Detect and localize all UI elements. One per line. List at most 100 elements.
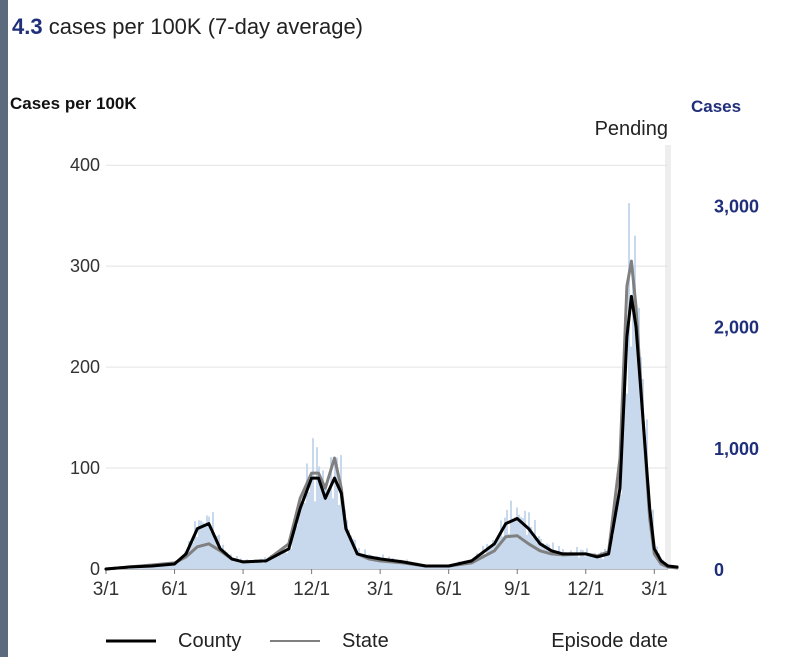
daily-bar xyxy=(466,562,468,569)
daily-bar xyxy=(622,410,624,569)
daily-bar xyxy=(612,536,614,569)
daily-bar xyxy=(164,563,166,569)
daily-bar xyxy=(562,549,564,569)
daily-bar xyxy=(294,520,296,569)
daily-bar xyxy=(370,555,372,569)
daily-bar xyxy=(492,540,494,569)
daily-bar xyxy=(574,554,576,569)
daily-bar xyxy=(580,549,582,569)
daily-bar xyxy=(218,534,220,569)
daily-bar xyxy=(320,484,322,569)
daily-bar xyxy=(372,556,374,569)
daily-bar xyxy=(614,515,616,569)
daily-bar xyxy=(326,489,328,569)
daily-bar xyxy=(596,556,598,569)
daily-bar xyxy=(414,564,416,569)
y-tick-left: 0 xyxy=(90,559,100,579)
daily-bar xyxy=(270,555,272,569)
daily-bar xyxy=(178,560,180,569)
daily-bar xyxy=(180,558,182,569)
y-tick-right: 2,000 xyxy=(714,318,759,338)
daily-bar xyxy=(616,504,618,569)
daily-bar xyxy=(350,535,352,569)
daily-bar xyxy=(486,543,488,569)
daily-bar xyxy=(426,566,428,569)
daily-bar xyxy=(290,548,292,569)
daily-bar xyxy=(568,552,570,569)
daily-bar xyxy=(236,556,238,569)
daily-bar xyxy=(518,514,520,569)
daily-bar xyxy=(496,537,498,569)
daily-bar xyxy=(198,520,200,569)
daily-bar xyxy=(654,551,656,569)
daily-bar xyxy=(398,560,400,569)
daily-bar xyxy=(238,562,240,569)
daily-bar xyxy=(304,502,306,569)
daily-bar xyxy=(548,544,550,569)
daily-bar xyxy=(162,565,164,569)
daily-bar xyxy=(528,512,530,569)
daily-bar xyxy=(224,550,226,569)
daily-bar xyxy=(328,491,330,569)
daily-bar xyxy=(542,543,544,569)
daily-bar xyxy=(576,546,578,569)
x-tick: 12/1 xyxy=(567,579,604,600)
daily-bar xyxy=(332,498,334,569)
y-tick-left: 400 xyxy=(70,155,100,175)
daily-bar xyxy=(264,557,266,569)
daily-bar xyxy=(544,544,546,569)
daily-bar xyxy=(214,540,216,569)
daily-bar xyxy=(262,563,264,569)
daily-bar xyxy=(508,533,510,569)
y-tick-right: 3,000 xyxy=(714,197,759,217)
daily-bar xyxy=(378,556,380,569)
daily-bar xyxy=(272,558,274,569)
daily-bar xyxy=(478,556,480,569)
daily-bar xyxy=(226,552,228,569)
daily-bar xyxy=(514,517,516,569)
daily-bar xyxy=(404,562,406,569)
daily-bar xyxy=(292,531,294,569)
daily-bar xyxy=(530,526,532,569)
daily-bar xyxy=(360,553,362,569)
legend-state-label: State xyxy=(342,630,389,652)
daily-bar xyxy=(186,556,188,569)
daily-bar xyxy=(156,565,158,569)
grid xyxy=(106,164,668,570)
daily-bar xyxy=(386,558,388,569)
headline-text: cases per 100K (7-day average) xyxy=(48,14,364,39)
daily-bar xyxy=(334,457,336,569)
daily-bar xyxy=(266,560,268,569)
y-tick-right: 1,000 xyxy=(714,439,759,459)
daily-bar xyxy=(322,470,324,569)
daily-bar xyxy=(316,447,318,569)
daily-bar xyxy=(242,560,244,569)
daily-bar xyxy=(184,551,186,569)
daily-bar xyxy=(604,548,606,569)
left-axis-label: Cases per 100K xyxy=(10,94,137,113)
daily-bar xyxy=(610,537,612,569)
daily-bar xyxy=(288,539,290,569)
daily-bar xyxy=(330,456,332,569)
daily-bar xyxy=(626,393,628,569)
daily-bar xyxy=(230,554,232,569)
x-tick: 3/1 xyxy=(641,579,667,600)
daily-bar xyxy=(358,547,360,569)
daily-bar xyxy=(232,558,234,569)
daily-bar xyxy=(298,505,300,569)
daily-bar xyxy=(314,501,316,569)
daily-bar xyxy=(488,545,490,569)
daily-bar xyxy=(490,547,492,569)
daily-bar xyxy=(172,564,174,569)
daily-bar xyxy=(408,564,410,569)
daily-bar xyxy=(494,541,496,569)
daily-bar xyxy=(380,560,382,569)
daily-bar xyxy=(356,554,358,569)
daily-bar xyxy=(206,515,208,569)
daily-bar xyxy=(560,556,562,569)
daily-bar xyxy=(628,203,630,569)
daily-bar xyxy=(456,565,458,569)
daily-bar xyxy=(546,543,548,569)
daily-bar xyxy=(144,566,146,569)
daily-bar xyxy=(312,438,314,569)
